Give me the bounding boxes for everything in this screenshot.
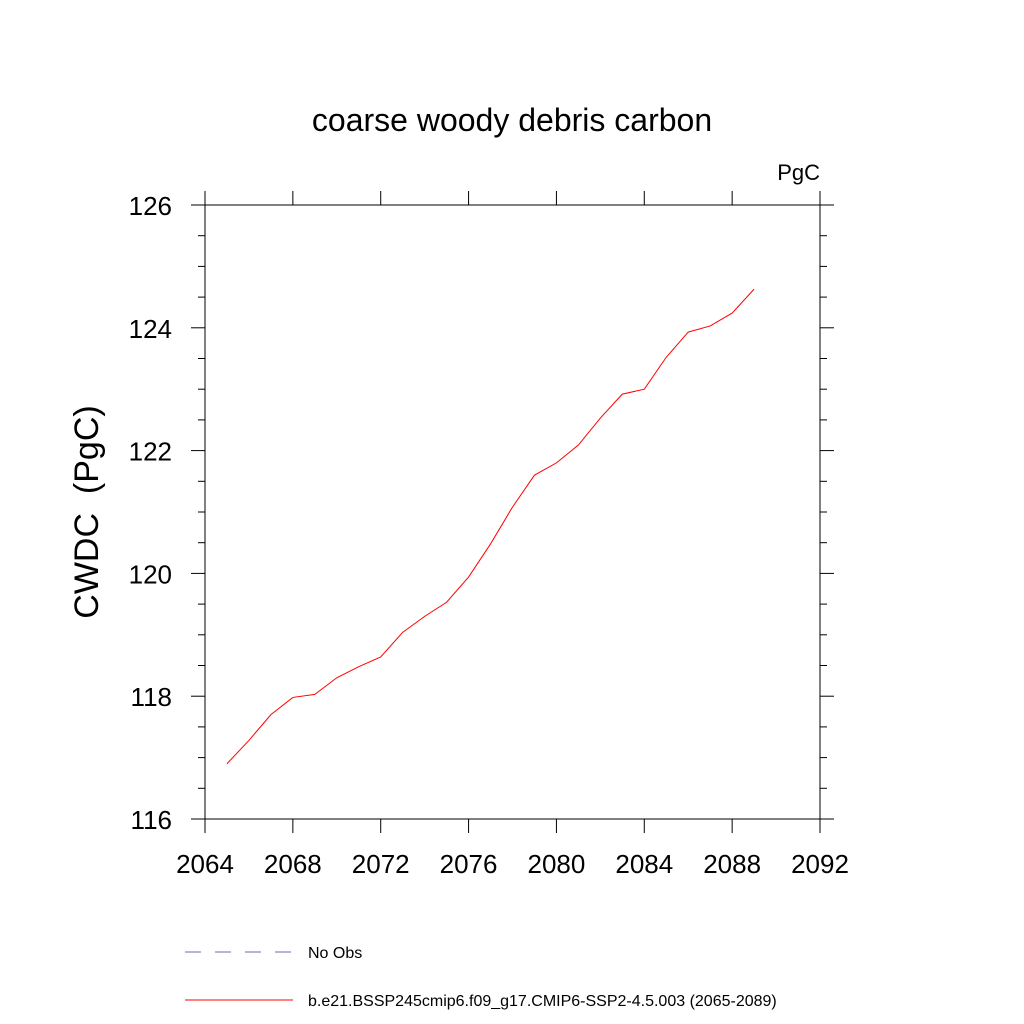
y-tick-label: 122 xyxy=(129,437,172,467)
x-tick-label: 2088 xyxy=(703,849,761,879)
series-layer xyxy=(226,288,755,765)
series-line xyxy=(226,288,755,765)
legend-label: No Obs xyxy=(308,945,362,962)
legend-label: b.e21.BSSP245cmip6.f09_g17.CMIP6-SSP2-4.… xyxy=(308,993,777,1010)
x-tick-label: 2068 xyxy=(264,849,322,879)
y-axis-label: CWDC (PgC) xyxy=(68,405,106,618)
x-tick-label: 2064 xyxy=(176,849,234,879)
plot-frame xyxy=(204,204,821,820)
units-label: PgC xyxy=(777,160,820,185)
x-tick-label: 2076 xyxy=(440,849,498,879)
x-tick-label: 2084 xyxy=(615,849,673,879)
y-tick-label: 116 xyxy=(131,805,172,835)
y-tick-label: 120 xyxy=(129,559,172,589)
axes: 2064 2068 2072 2076 2080 2084 2088 2092 116 118 12… xyxy=(129,191,849,879)
y-tick-label: 118 xyxy=(131,682,172,712)
legend: No Obs b.e21.BSSP245cmip6.f09_g17.CMIP6-S… xyxy=(185,945,777,1010)
y-tick-label: 126 xyxy=(129,191,172,221)
x-tick-label: 2080 xyxy=(528,849,586,879)
x-tick-label: 2072 xyxy=(352,849,410,879)
x-tick-label: 2092 xyxy=(791,849,849,879)
y-tick-label: 124 xyxy=(129,314,172,344)
chart-title: coarse woody debris carbon xyxy=(312,102,712,138)
